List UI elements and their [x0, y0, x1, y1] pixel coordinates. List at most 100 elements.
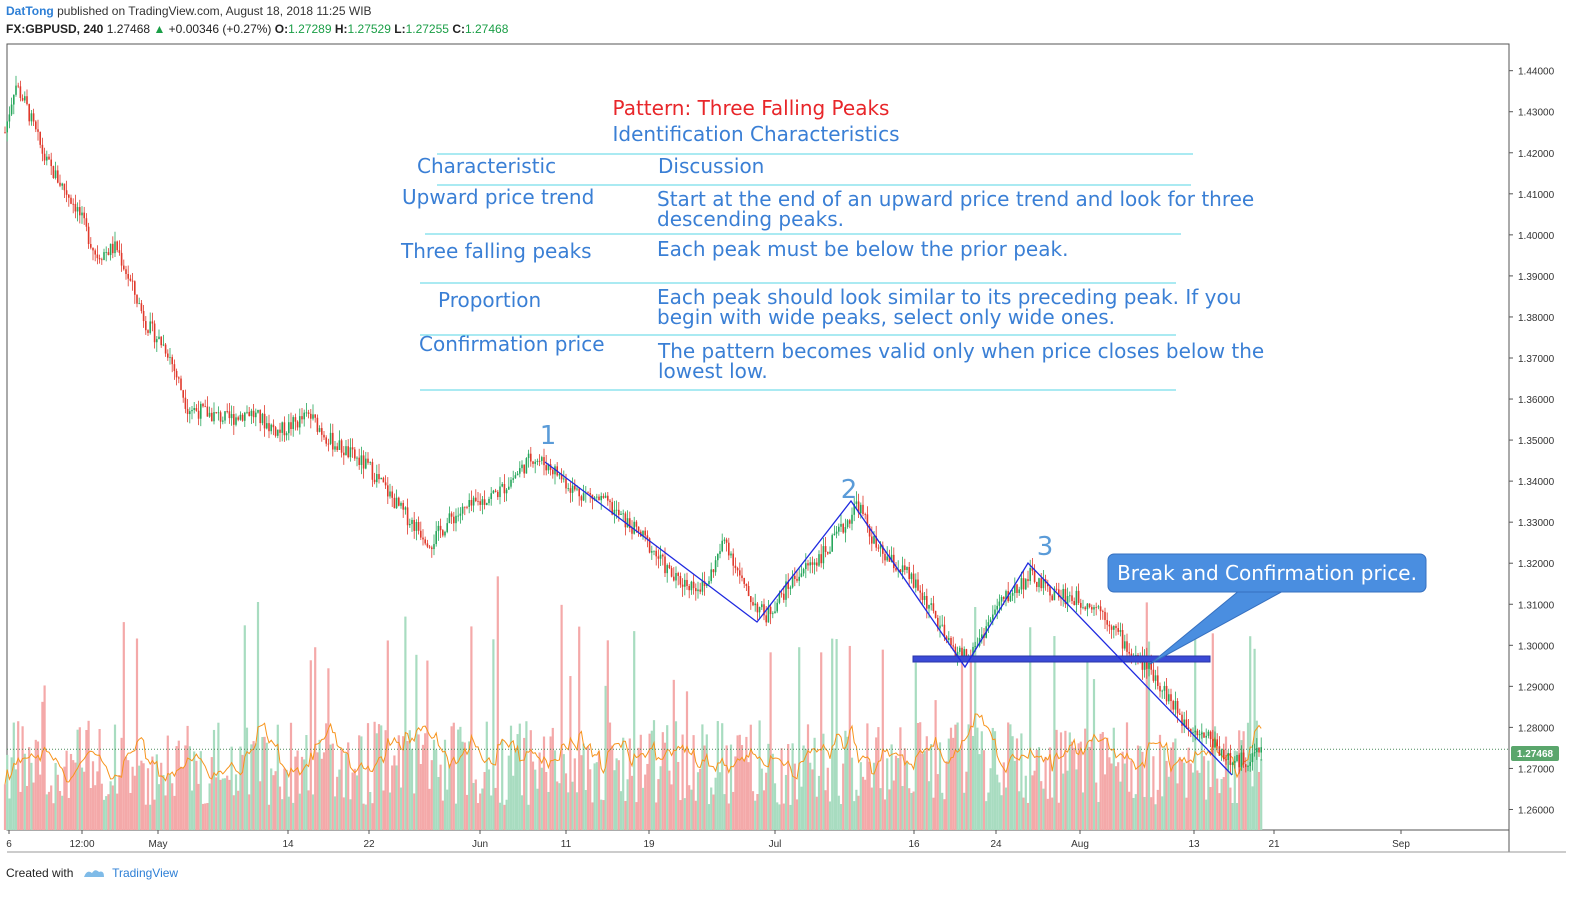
volume-bar — [237, 790, 240, 830]
volume-bar — [1090, 739, 1093, 830]
candle-body — [1187, 727, 1190, 729]
candle-body — [1018, 589, 1020, 593]
candle-body — [307, 412, 310, 414]
volume-bar — [1128, 791, 1131, 830]
volume-bar — [740, 745, 744, 830]
volume-bar — [982, 750, 986, 830]
volume-bar — [529, 730, 532, 830]
candle-body — [180, 378, 182, 391]
candle-body — [659, 554, 662, 559]
candle-body — [475, 497, 477, 501]
candle-body — [118, 250, 121, 253]
candle-body — [1201, 732, 1203, 735]
candle-body — [453, 516, 455, 524]
tradingview-link[interactable]: TradingView — [112, 866, 179, 880]
volume-bar — [578, 626, 581, 830]
candle-body — [461, 506, 464, 514]
volume-bar — [74, 762, 77, 830]
volume-bar — [518, 723, 521, 830]
volume-bar — [677, 761, 680, 830]
volume-bar — [536, 788, 539, 830]
volume-bar — [538, 752, 541, 830]
candle-body — [646, 535, 649, 539]
x-tick-label: 19 — [643, 839, 655, 850]
candle-body — [321, 428, 323, 435]
candle-body — [314, 414, 316, 418]
volume-bar — [754, 800, 757, 830]
callout[interactable]: Break and Confirmation price. — [1107, 553, 1427, 665]
candle-body — [72, 203, 74, 205]
candle-body — [1176, 700, 1179, 714]
volume-bar — [758, 720, 761, 830]
volume-bar — [1150, 797, 1153, 830]
volume-bar — [305, 735, 308, 830]
candle-body — [620, 513, 622, 515]
volume-bar — [943, 799, 946, 830]
candle-body — [358, 457, 360, 465]
candle-body — [1117, 628, 1119, 632]
candle-body — [730, 553, 732, 556]
volume-bar — [8, 798, 11, 830]
candle-body — [1110, 626, 1113, 630]
volume-bar — [250, 744, 253, 830]
candle-body — [745, 583, 748, 586]
candle-body — [871, 536, 873, 544]
volume-bar — [12, 722, 15, 830]
last-price: 1.27468 — [106, 22, 151, 36]
candle-body — [1253, 752, 1256, 754]
candle-body — [184, 397, 187, 409]
candle-body — [877, 547, 880, 549]
volume-bar — [146, 768, 150, 830]
volume-bar — [120, 737, 123, 830]
volume-bar — [1018, 791, 1021, 830]
volume-bar — [1053, 636, 1056, 830]
candle-body — [1082, 607, 1084, 609]
row-3-discussion-line2: begin with wide peaks, select only wide … — [657, 305, 1115, 329]
candle-body — [708, 581, 710, 585]
volume-bar — [1176, 783, 1179, 830]
candle-body — [79, 207, 81, 216]
volume-bar — [107, 794, 110, 830]
candle-body — [688, 586, 690, 591]
candle-body — [195, 408, 198, 411]
candle-body — [648, 538, 651, 553]
candle-body — [1137, 655, 1139, 656]
candle-body — [695, 588, 697, 592]
volume-bar — [540, 767, 543, 830]
candle-body — [208, 412, 211, 417]
candle-body — [945, 636, 948, 641]
candle-body — [816, 562, 818, 566]
candle-body — [1214, 739, 1216, 748]
candle-body — [107, 252, 110, 256]
volume-bar — [287, 796, 290, 830]
volume-bar — [1143, 796, 1146, 830]
candle-body — [171, 357, 173, 365]
y-tick-label: 1.37000 — [1518, 354, 1555, 365]
volume-bar — [1002, 762, 1005, 830]
candle-body — [778, 593, 781, 603]
candle-body — [1053, 588, 1056, 601]
y-tick-label: 1.41000 — [1518, 190, 1555, 201]
volume-bar — [723, 794, 726, 830]
candle-body — [505, 489, 508, 494]
candle-body — [996, 605, 998, 610]
volume-bar — [424, 733, 427, 830]
candle-body — [391, 491, 393, 498]
author-name[interactable]: DatTong — [6, 4, 54, 18]
candle-body — [1119, 630, 1122, 632]
volume-bar — [857, 795, 860, 830]
volume-bar — [523, 737, 526, 830]
candle-body — [21, 98, 24, 101]
candle-body — [532, 461, 534, 464]
volume-bar — [553, 750, 557, 830]
candle-body — [140, 303, 143, 312]
volume-bar — [393, 755, 396, 830]
volume-bar — [338, 769, 341, 830]
candle-body — [864, 514, 866, 515]
volume-bar — [87, 720, 90, 830]
volume-bar — [388, 792, 392, 830]
volume-bar — [1207, 760, 1210, 830]
candle-body — [145, 321, 147, 331]
candle-body — [1011, 593, 1014, 596]
